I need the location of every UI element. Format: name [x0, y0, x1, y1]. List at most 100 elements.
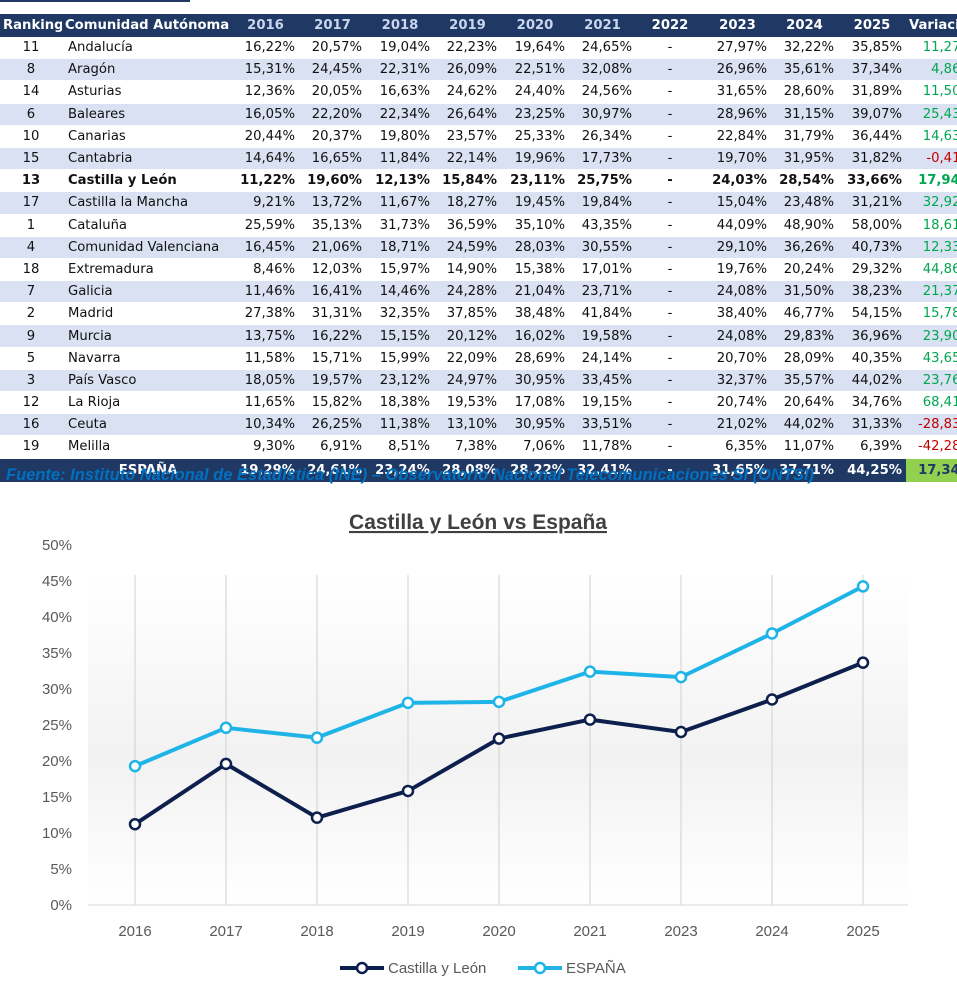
rank-cell: 11: [0, 37, 62, 60]
value-cell: 20,74%: [704, 391, 771, 415]
value-cell: 24,08%: [704, 280, 771, 304]
region-name-cell: Asturias: [62, 80, 232, 104]
variation-cell: 23,90%: [906, 324, 957, 348]
region-name-cell: Cantabria: [62, 147, 232, 171]
value-cell: -: [636, 58, 704, 82]
value-cell: 11,07%: [771, 435, 838, 459]
legend-marker: [355, 961, 369, 975]
value-cell: 35,10%: [501, 214, 569, 237]
header-comunidad: Comunidad Autónoma: [62, 14, 232, 37]
data-point: [401, 696, 415, 710]
data-point: [401, 784, 415, 798]
value-cell: -: [636, 236, 704, 259]
variation-cell: -42,28%: [906, 435, 957, 459]
value-cell: 26,25%: [299, 413, 366, 437]
table-row: 11 Andalucía 16,22% 20,57% 19,04% 22,23% 19,64…: [0, 37, 957, 60]
x-tick-label: 2018: [300, 923, 333, 940]
variation-cell: -28,83%: [906, 413, 957, 437]
value-cell: 24,65%: [569, 37, 636, 60]
data-point: [219, 721, 233, 735]
header-2016: 2016: [232, 14, 299, 37]
value-cell: 19,60%: [299, 169, 366, 193]
value-cell: 15,31%: [232, 58, 299, 82]
value-cell: -: [636, 347, 704, 370]
data-point: [492, 732, 506, 745]
value-cell: 44,02%: [838, 369, 906, 393]
value-cell: 18,71%: [366, 236, 434, 259]
value-cell: 31,50%: [771, 280, 838, 304]
value-cell: -: [636, 147, 704, 171]
variation-cell: 17,94%: [906, 169, 957, 193]
value-cell: 28,69%: [501, 347, 569, 370]
value-cell: 12,03%: [299, 258, 366, 282]
value-cell: 33,45%: [569, 369, 636, 393]
table-row: 19 Melilla 9,30% 6,91% 8,51% 7,38% 7,06% 11,78%…: [0, 435, 957, 459]
x-tick-label: 2020: [482, 923, 515, 940]
region-name-cell: País Vasco: [62, 369, 232, 393]
value-cell: 16,22%: [232, 37, 299, 60]
value-cell: 43,35%: [569, 214, 636, 237]
table-row: 16 Ceuta 10,34% 26,25% 11,38% 13,10% 30,95% 33,…: [0, 413, 957, 437]
value-cell: 46,77%: [771, 302, 838, 326]
value-cell: 24,45%: [299, 58, 366, 82]
header-2017: 2017: [299, 14, 366, 37]
value-cell: 35,57%: [771, 369, 838, 393]
region-name-cell: La Rioja: [62, 391, 232, 415]
value-cell: 32,08%: [569, 58, 636, 82]
value-cell: 22,31%: [366, 58, 434, 82]
header-2022: 2022: [636, 14, 704, 37]
y-tick-label: 20%: [42, 753, 72, 770]
value-cell: 36,59%: [434, 214, 501, 237]
value-cell: 15,82%: [299, 391, 366, 415]
table-row: 4 Comunidad Valenciana 16,45% 21,06% 18,71% 2…: [0, 236, 957, 259]
value-cell: -: [636, 413, 704, 437]
region-name-cell: Murcia: [62, 324, 232, 348]
variation-cell: 12,33%: [906, 236, 957, 259]
rank-cell: 7: [0, 280, 62, 304]
value-cell: 29,83%: [771, 324, 838, 348]
value-cell: 16,65%: [299, 147, 366, 171]
data-point: [128, 759, 142, 773]
value-cell: 14,46%: [366, 280, 434, 304]
value-cell: 11,46%: [232, 280, 299, 304]
table-row: 5 Navarra 11,58% 15,71% 15,99% 22,09% 28,69% 24…: [0, 347, 957, 370]
value-cell: 11,58%: [232, 347, 299, 370]
value-cell: 28,60%: [771, 80, 838, 104]
value-cell: 19,04%: [366, 37, 434, 60]
table-row: 6 Baleares 16,05% 22,20% 22,34% 26,64% 23,25% 3…: [0, 103, 957, 126]
rank-cell: 13: [0, 169, 62, 193]
value-cell: 17,01%: [569, 258, 636, 282]
value-cell: 22,20%: [299, 103, 366, 126]
y-tick-label: 15%: [42, 789, 72, 806]
value-cell: -: [636, 435, 704, 459]
region-name-cell: Baleares: [62, 103, 232, 126]
data-point: [674, 670, 688, 684]
value-cell: 24,97%: [434, 369, 501, 393]
value-cell: 16,63%: [366, 80, 434, 104]
value-cell: -: [636, 169, 704, 193]
value-cell: 8,46%: [232, 258, 299, 282]
region-name-cell: Castilla y León: [62, 169, 232, 193]
region-name-cell: Melilla: [62, 435, 232, 459]
region-name-cell: Comunidad Valenciana: [62, 236, 232, 259]
variation-cell: 4,86%: [906, 58, 957, 82]
rank-cell: 15: [0, 147, 62, 171]
data-point: [310, 731, 324, 744]
variation-cell: 14,63%: [906, 125, 957, 148]
value-cell: 15,04%: [704, 191, 771, 215]
variation-cell: 11,50%: [906, 80, 957, 104]
value-cell: 21,06%: [299, 236, 366, 259]
total-value-cell: -: [636, 458, 704, 483]
table-row: 1 Cataluña 25,59% 35,13% 31,73% 36,59% 35,10% 4…: [0, 214, 957, 237]
total-value-cell: 28,22%: [501, 458, 569, 483]
value-cell: 20,44%: [232, 125, 299, 148]
value-cell: 44,09%: [704, 214, 771, 237]
value-cell: 35,85%: [838, 37, 906, 60]
rank-cell: 17: [0, 191, 62, 215]
value-cell: 25,59%: [232, 214, 299, 237]
data-point: [219, 757, 233, 771]
rank-cell: 2: [0, 302, 62, 326]
value-cell: 31,21%: [838, 191, 906, 215]
value-cell: 19,96%: [501, 147, 569, 171]
value-cell: 39,07%: [838, 103, 906, 126]
